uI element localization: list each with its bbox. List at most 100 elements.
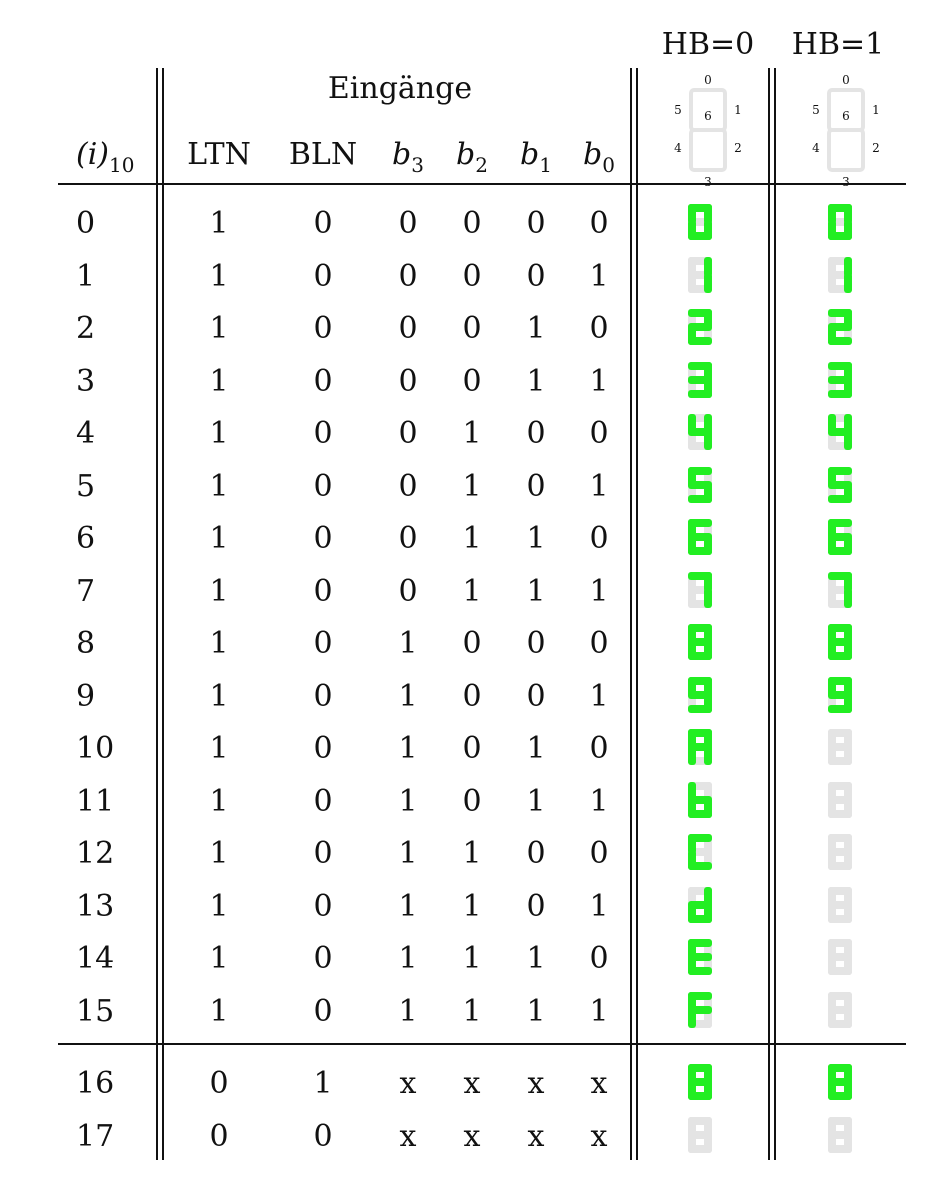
display-hb0: [688, 571, 712, 608]
cell-ltn: 1: [209, 941, 229, 976]
row-index: 2: [76, 311, 96, 346]
segment-2-on: [844, 587, 852, 608]
segment-6-on: [688, 743, 712, 751]
cell-b1: 0: [526, 888, 546, 924]
column-header-label: BLN: [288, 137, 358, 172]
cell-bln: 0: [313, 678, 333, 714]
cell-b2: x: [463, 1066, 481, 1101]
cell-b2: 1: [462, 573, 482, 609]
segment-6-on: [688, 323, 712, 331]
segment-1-on: [844, 256, 852, 277]
cell-b3: 0: [398, 363, 418, 399]
segment-6-on: [688, 375, 712, 384]
cell-b0: x: [590, 1066, 608, 1101]
inputs-group-header: Eingänge: [327, 71, 473, 106]
cell-b3: 0: [398, 468, 418, 504]
row-index: 9: [76, 678, 96, 714]
row-index: 12: [76, 836, 115, 871]
cell-b0: 0: [589, 836, 609, 871]
cell-b1: 0: [526, 626, 546, 661]
segment-6-off: [828, 900, 852, 909]
divider-index-2: [162, 68, 164, 1160]
cell-b0: 0: [589, 626, 609, 661]
cell-b3: 1: [398, 783, 418, 819]
cell-b3: 0: [398, 573, 418, 609]
cell-bln: 0: [313, 206, 333, 241]
column-header-subscript: 3: [411, 153, 424, 177]
display-hb1: [828, 466, 852, 503]
cell-b0: 1: [589, 993, 609, 1029]
row-index: 13: [76, 888, 115, 924]
segment-3-on: [828, 704, 852, 713]
segment-4-on: [688, 850, 696, 870]
segment-6-off: [688, 1131, 712, 1139]
cell-ltn: 1: [209, 206, 229, 241]
cell-b2: 1: [462, 416, 482, 451]
cell-b0: 0: [589, 521, 609, 556]
cell-ltn: 1: [209, 626, 229, 661]
segment-4-on: [688, 220, 696, 240]
cell-bln: 0: [313, 468, 333, 504]
cell-ltn: 1: [209, 731, 229, 766]
cell-b3: x: [399, 1066, 417, 1101]
display-hb1: [828, 991, 852, 1028]
cell-b1: 1: [526, 573, 546, 609]
cell-b0: 0: [589, 941, 609, 976]
segment-3-on: [828, 389, 852, 398]
cell-b3: 0: [398, 258, 418, 294]
segment-label-3: 3: [704, 175, 712, 189]
display-hb0: [688, 886, 712, 923]
cell-b3: 0: [398, 311, 418, 346]
column-header-subscript: 0: [602, 153, 615, 177]
segment-2-on: [844, 272, 852, 293]
cell-b0: 1: [589, 783, 609, 819]
cell-b1: x: [527, 1066, 545, 1101]
cell-ltn: 1: [209, 521, 229, 556]
column-header-ltn: LTN: [187, 140, 251, 170]
cell-b2: 1: [462, 941, 482, 976]
segment-6-on: [688, 480, 712, 489]
divider-hb-2: [774, 68, 776, 1160]
cell-ltn: 0: [209, 1119, 229, 1154]
cell-b0: 0: [589, 416, 609, 451]
cell-ltn: 1: [209, 836, 229, 871]
segment-1-on: [844, 571, 852, 592]
display-hb0: [688, 256, 712, 293]
display-hb1: [828, 1064, 852, 1100]
cell-b0: x: [590, 1119, 608, 1154]
cell-b3: 0: [398, 206, 418, 241]
row-index: 17: [76, 1119, 115, 1154]
row-index: 5: [76, 468, 96, 504]
segment-5-on: [688, 204, 696, 224]
display-hb0: [688, 466, 712, 503]
cell-b1: 1: [526, 731, 546, 766]
segment-label-4: 4: [812, 141, 820, 155]
cell-ltn: 1: [209, 783, 229, 819]
row-index: 10: [76, 731, 115, 766]
cell-b1: 1: [526, 363, 546, 399]
display-hb0: [688, 624, 712, 660]
segment-6-off: [828, 795, 852, 804]
segment-label-6: 6: [704, 109, 712, 123]
header-rule: [58, 183, 906, 185]
segment-6-on: [828, 1078, 852, 1086]
display-hb1: [828, 309, 852, 345]
cell-bln: 0: [313, 783, 333, 819]
column-header-b2: b2: [456, 140, 488, 178]
segment-3-on: [688, 389, 712, 398]
cell-b1: 1: [526, 311, 546, 346]
segment-6-off: [828, 848, 852, 856]
cell-bln: 0: [313, 258, 333, 294]
cell-b2: 0: [462, 626, 482, 661]
row-index: 7: [76, 573, 96, 609]
cell-b3: 1: [398, 941, 418, 976]
hb1-header: HB=1: [791, 27, 885, 62]
cell-b1: 0: [526, 678, 546, 714]
segment-label-1: 1: [872, 103, 880, 117]
segment-4-on: [828, 220, 836, 240]
cell-b2: 1: [462, 836, 482, 871]
cell-b2: x: [463, 1119, 481, 1154]
row-index: 0: [76, 206, 96, 241]
segment-6-on: [828, 533, 852, 541]
cell-bln: 0: [313, 836, 333, 871]
